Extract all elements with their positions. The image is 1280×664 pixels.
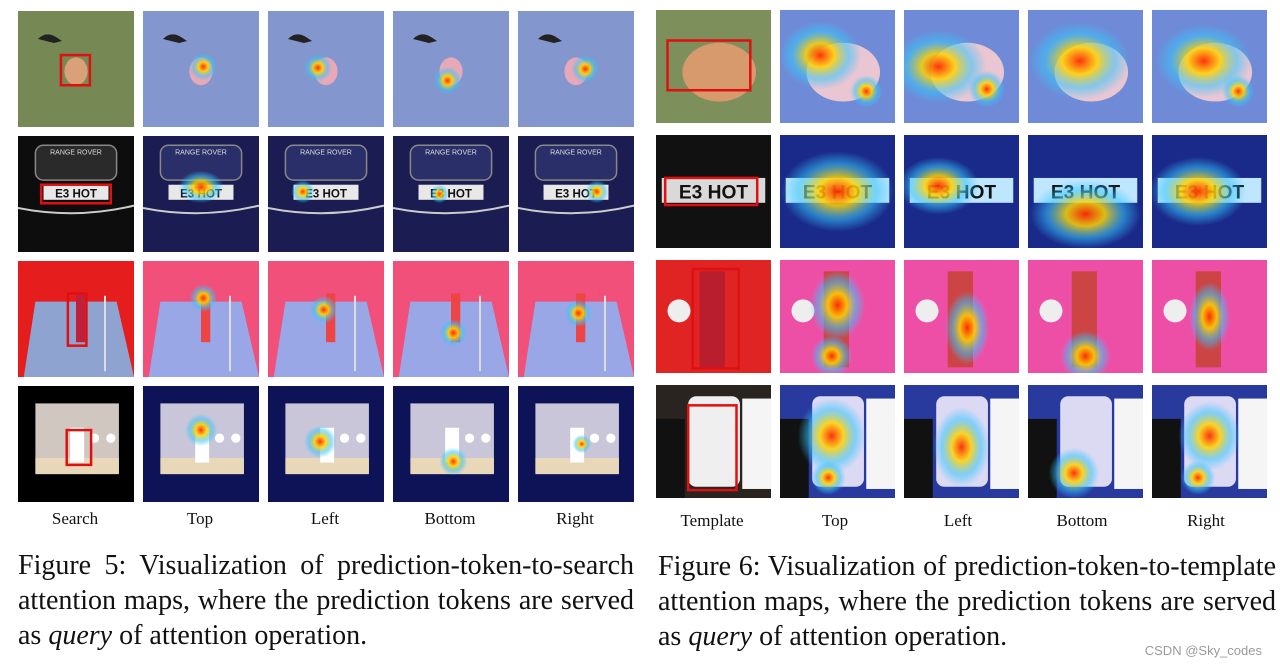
- fig6-image-r2-c1: E3 HOT: [656, 135, 771, 248]
- fig6-image-r4-c3: [904, 385, 1019, 498]
- fig5-image-r1-c1: [18, 11, 134, 127]
- fig5-image-r2-c1: RANGE ROVER E3 HOT: [18, 136, 134, 252]
- figure-5: RANGE ROVER E3 HOT RANGE ROVER E3 HOT RA…: [18, 11, 634, 653]
- fig5-image-r3-c2: [143, 261, 259, 377]
- fig6-image-r4-c4: [1028, 385, 1143, 498]
- svg-text:RANGE ROVER: RANGE ROVER: [175, 149, 227, 156]
- fig6-image-r2-c2: E3 HOT: [780, 135, 895, 248]
- fig5-image-r3-c1: [18, 261, 134, 377]
- fig6-image-r1-c1: [656, 10, 771, 123]
- caption-text: Figure 5: Visualization of prediction-to…: [18, 550, 634, 651]
- fig6-image-r1-c4: [1028, 10, 1143, 123]
- fig5-image-r2-c5: RANGE ROVER E3 HOT: [518, 136, 634, 252]
- fig6-image-r3-c4: [1028, 260, 1143, 373]
- caption-query: query: [48, 620, 113, 651]
- fig5-image-r3-c3: [268, 261, 384, 377]
- column-label-search: Search: [51, 509, 99, 528]
- fig5-image-r4-c2: [143, 386, 259, 502]
- fig5-image-r4-c4: [393, 386, 509, 502]
- fig5-image-r3-c4: [393, 261, 509, 377]
- svg-text:RANGE ROVER: RANGE ROVER: [425, 149, 477, 156]
- fig6-image-r3-c1: [656, 260, 771, 373]
- fig6-image-r3-c5: [1152, 260, 1267, 373]
- fig5-image-r4-c3: [268, 386, 384, 502]
- column-label-bottom: Bottom: [1056, 511, 1108, 530]
- caption-text-end: of attention operation.: [752, 621, 1008, 652]
- column-label-top: Top: [821, 511, 849, 530]
- fig6-image-r3-c2: [780, 260, 895, 373]
- fig5-image-r2-c2: RANGE ROVER E3 HOT: [143, 136, 259, 252]
- fig6-image-r4-c2: [780, 385, 895, 498]
- caption-text: Figure 6: Visualization of prediction-to…: [658, 551, 1276, 652]
- svg-text:RANGE ROVER: RANGE ROVER: [550, 149, 602, 156]
- column-label-right: Right: [556, 509, 594, 528]
- fig5-image-r3-c5: [518, 261, 634, 377]
- watermark: CSDN @Sky_codes: [1144, 643, 1262, 658]
- fig5-image-r4-c1: [18, 386, 134, 502]
- fig5-image-r4-c5: [518, 386, 634, 502]
- svg-text:E3 HOT: E3 HOT: [305, 187, 347, 200]
- caption-text-end: of attention operation.: [112, 620, 368, 651]
- fig6-image-r2-c4: E3 HOT: [1028, 135, 1143, 248]
- svg-text:E3 HOT: E3 HOT: [679, 182, 749, 203]
- column-label-left: Left: [943, 511, 973, 530]
- figure-6: E3 HOT E3 HOT E3 HOT E3 HOT E3 HOT: [640, 0, 1280, 664]
- column-label-left: Left: [310, 509, 340, 528]
- fig6-image-r1-c2: [780, 10, 895, 123]
- figure-5-caption: Figure 5: Visualization of prediction-to…: [18, 548, 634, 653]
- fig5-image-r1-c3: [268, 11, 384, 127]
- column-label-right: Right: [1187, 511, 1225, 530]
- column-label-top: Top: [186, 509, 214, 528]
- fig6-image-r2-c5: E3 HOT: [1152, 135, 1267, 248]
- fig5-image-r1-c4: [393, 11, 509, 127]
- column-label-bottom: Bottom: [424, 509, 476, 528]
- svg-text:RANGE ROVER: RANGE ROVER: [300, 149, 352, 156]
- fig6-image-r4-c5: [1152, 385, 1267, 498]
- svg-text:E3 HOT: E3 HOT: [55, 187, 97, 200]
- fig6-image-r3-c3: [904, 260, 1019, 373]
- fig5-image-r2-c3: RANGE ROVER E3 HOT: [268, 136, 384, 252]
- fig5-image-r1-c2: [143, 11, 259, 127]
- figure-6-caption: Figure 6: Visualization of prediction-to…: [658, 549, 1276, 654]
- svg-text:RANGE ROVER: RANGE ROVER: [50, 149, 102, 156]
- fig6-image-r1-c5: [1152, 10, 1267, 123]
- fig6-image-r2-c3: E3 HOT: [904, 135, 1019, 248]
- fig5-image-r1-c5: [518, 11, 634, 127]
- fig5-image-r2-c4: RANGE ROVER E3 HOT: [393, 136, 509, 252]
- column-label-template: Template: [680, 511, 744, 530]
- fig6-image-r1-c3: [904, 10, 1019, 123]
- fig6-image-r4-c1: [656, 385, 771, 498]
- caption-query: query: [688, 621, 753, 652]
